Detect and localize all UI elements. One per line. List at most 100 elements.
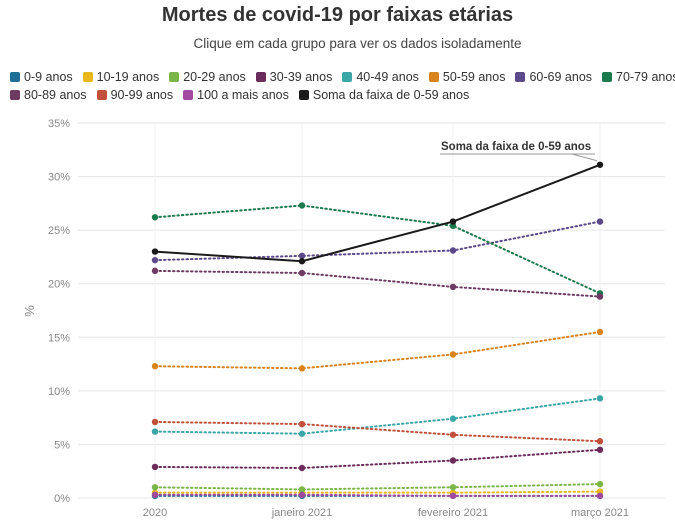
- series-line: [154, 204, 601, 295]
- data-point: [151, 256, 159, 264]
- y-tick-label: 30%: [48, 172, 70, 184]
- data-point: [298, 420, 306, 428]
- data-point: [449, 484, 457, 491]
- legend-swatch: [183, 90, 194, 100]
- legend-label: 40-49 anos: [356, 70, 419, 84]
- data-point: [596, 218, 604, 225]
- data-point: [151, 484, 159, 491]
- data-point: [298, 486, 306, 493]
- legend-label: 60-69 anos: [529, 70, 593, 84]
- data-point: [596, 293, 604, 300]
- legend-label: 20-29 anos: [183, 70, 246, 84]
- annotation-label: Soma da faixa de 0-59 anos: [441, 141, 591, 153]
- x-tick-label: fevereiro 2021: [418, 507, 488, 519]
- legend-label: 70-79 anos: [616, 70, 675, 84]
- y-tick-label: 10%: [48, 386, 70, 398]
- data-point: [596, 161, 604, 168]
- series-line: [154, 163, 601, 263]
- legend-item[interactable]: 60-69 anos: [515, 68, 592, 86]
- data-point: [298, 202, 306, 209]
- y-axis-title: %: [22, 305, 37, 317]
- legend-item[interactable]: Soma da faixa de 0-59 anos: [298, 86, 470, 104]
- legend-swatch: [515, 72, 526, 82]
- legend-swatch: [602, 72, 613, 82]
- series-line: [154, 397, 601, 435]
- data-point: [449, 218, 457, 225]
- series-line: [154, 490, 601, 494]
- x-tick-label: março 2021: [571, 507, 629, 519]
- legend-item[interactable]: 70-79 anos: [602, 68, 675, 86]
- legend-swatch: [82, 72, 93, 82]
- chart-subtitle: Clique em cada grupo para ver os dados i…: [193, 36, 522, 51]
- data-point: [298, 258, 306, 265]
- y-tick-label: 25%: [48, 225, 70, 237]
- data-point: [298, 269, 306, 277]
- legend-swatch: [96, 90, 107, 100]
- data-point: [298, 430, 306, 437]
- data-point: [298, 365, 306, 372]
- y-tick-label: 15%: [48, 332, 70, 344]
- legend-swatch: [428, 72, 439, 82]
- x-tick-label: janeiro 2021: [271, 507, 333, 519]
- data-point: [596, 438, 604, 445]
- legend-label: 80-89 anos: [24, 88, 87, 102]
- series-line: [154, 269, 601, 298]
- data-point: [596, 328, 604, 336]
- legend-row: 80-89 anos 90-99 anos 100 a mais anos Soma …: [10, 86, 670, 104]
- data-point: [596, 492, 604, 500]
- legend-item[interactable]: 30-39 anos: [255, 68, 333, 86]
- legend: 0-9 anos 10-19 anos 20-29 anos 30-39 anos 40…: [10, 68, 675, 104]
- data-point: [596, 395, 604, 402]
- legend-label: 90-99 anos: [110, 88, 174, 102]
- legend-label: 50-59 anos: [442, 70, 506, 84]
- legend-swatch: [255, 72, 266, 82]
- data-point: [151, 428, 159, 435]
- data-point: [298, 491, 306, 498]
- series-line: [154, 420, 601, 443]
- legend-item[interactable]: 80-89 anos: [10, 86, 87, 104]
- series-line: [154, 330, 601, 370]
- chart-title: Mortes de covid-19 por faixas etárias: [161, 4, 514, 26]
- legend-row: 0-9 anos 10-19 anos 20-29 anos 30-39 anos 40…: [10, 68, 675, 86]
- legend-label: 100 a mais anos: [197, 88, 289, 102]
- data-point: [449, 431, 457, 438]
- legend-item[interactable]: 90-99 anos: [96, 86, 174, 104]
- series-line: [154, 220, 601, 262]
- data-point: [151, 363, 159, 370]
- data-point: [151, 418, 159, 426]
- legend-label: 30-39 anos: [269, 70, 333, 84]
- legend-item[interactable]: 0-9 anos: [10, 68, 73, 86]
- annotation-connector: [571, 153, 598, 162]
- data-point: [151, 214, 159, 221]
- data-point: [449, 457, 457, 464]
- legend-label: Soma da faixa de 0-59 anos: [312, 88, 470, 102]
- y-tick-label: 20%: [48, 279, 70, 291]
- legend-item[interactable]: 20-29 anos: [169, 68, 246, 86]
- legend-label: 10-19 anos: [96, 70, 160, 84]
- legend-swatch: [10, 90, 20, 100]
- data-point: [151, 267, 159, 275]
- y-tick-label: 35%: [48, 118, 70, 130]
- data-point: [298, 252, 306, 260]
- series-line: [154, 493, 601, 497]
- legend-item[interactable]: 10-19 anos: [82, 68, 160, 86]
- data-point: [596, 446, 604, 453]
- legend-item[interactable]: 40-49 anos: [342, 68, 419, 86]
- data-point: [449, 492, 457, 500]
- legend-item[interactable]: 50-59 anos: [428, 68, 506, 86]
- series-line: [154, 448, 601, 470]
- legend-label: 0-9 anos: [24, 70, 73, 84]
- legend-swatch: [10, 72, 20, 82]
- y-tick-label: 5%: [54, 439, 70, 451]
- data-point: [298, 464, 306, 472]
- legend-item[interactable]: 100 a mais anos: [183, 86, 289, 104]
- data-point: [596, 480, 604, 488]
- data-point: [151, 491, 159, 498]
- legend-swatch: [342, 72, 353, 82]
- series-line: [154, 483, 601, 491]
- data-point: [449, 415, 457, 422]
- legend-swatch: [169, 72, 180, 82]
- data-point: [449, 247, 457, 254]
- data-point: [449, 351, 457, 358]
